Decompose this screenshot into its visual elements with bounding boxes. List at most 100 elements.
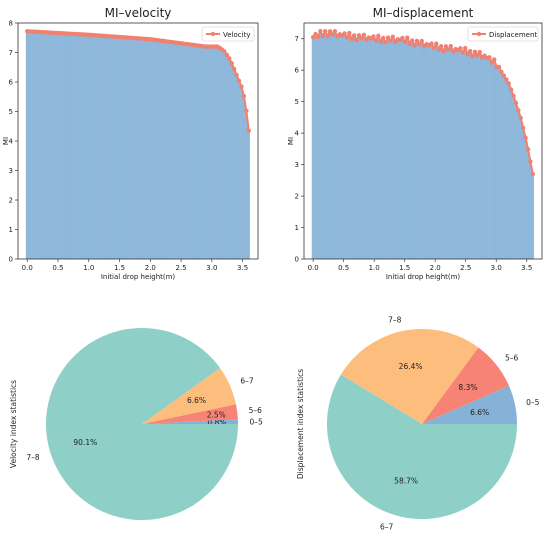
bar bbox=[162, 40, 165, 260]
data-point bbox=[414, 38, 420, 44]
y-tick-label: 3 bbox=[295, 161, 299, 169]
y-axis-label: MI bbox=[287, 137, 295, 145]
bar bbox=[449, 46, 452, 260]
data-point bbox=[315, 34, 321, 40]
data-point bbox=[436, 47, 441, 52]
bar bbox=[323, 31, 327, 260]
bar bbox=[338, 34, 341, 260]
data-point bbox=[378, 39, 383, 44]
bar bbox=[420, 40, 423, 260]
legend: Displacement bbox=[467, 26, 539, 42]
bar bbox=[230, 63, 233, 260]
bar bbox=[357, 35, 361, 260]
data-point bbox=[446, 47, 451, 52]
data-point bbox=[390, 34, 396, 40]
bar bbox=[333, 31, 336, 260]
data-point bbox=[499, 69, 504, 75]
data-point bbox=[525, 146, 531, 152]
data-point bbox=[528, 159, 533, 164]
data-point bbox=[506, 81, 511, 86]
x-tick-label: 3.0 bbox=[491, 264, 502, 272]
data-point bbox=[351, 33, 357, 38]
legend-label: Displacement bbox=[489, 31, 537, 39]
data-point bbox=[354, 37, 359, 43]
slice-percent: 6.6% bbox=[187, 396, 206, 405]
bar bbox=[174, 42, 177, 260]
legend: Velocity bbox=[201, 26, 255, 42]
bar bbox=[350, 38, 353, 260]
data-point bbox=[349, 36, 354, 42]
bar bbox=[485, 57, 489, 260]
bar bbox=[223, 51, 226, 260]
bar bbox=[374, 40, 377, 260]
bar bbox=[345, 37, 349, 260]
bar bbox=[526, 148, 530, 260]
bar bbox=[422, 46, 426, 260]
data-point bbox=[460, 50, 466, 55]
data-point bbox=[438, 44, 444, 49]
bar bbox=[74, 33, 77, 260]
bar bbox=[176, 42, 180, 260]
data-point bbox=[320, 33, 326, 39]
bar bbox=[135, 38, 138, 260]
bar bbox=[519, 117, 522, 260]
chart-title: MI–velocity bbox=[105, 6, 172, 20]
bar bbox=[94, 35, 97, 260]
bar bbox=[432, 47, 435, 260]
bar bbox=[30, 31, 34, 260]
bar bbox=[410, 40, 414, 260]
bar bbox=[517, 110, 520, 260]
y-tick-label: 0 bbox=[9, 256, 13, 264]
y-tick-label: 4 bbox=[295, 130, 300, 138]
bar bbox=[362, 34, 365, 260]
bar bbox=[321, 35, 324, 260]
bar bbox=[218, 47, 221, 260]
legend-box bbox=[467, 26, 539, 42]
data-point bbox=[342, 31, 347, 36]
data-point bbox=[434, 41, 439, 46]
bar bbox=[389, 40, 392, 260]
bar bbox=[463, 47, 467, 260]
data-point bbox=[234, 72, 239, 78]
data-point bbox=[472, 49, 478, 55]
pie-slice bbox=[45, 327, 238, 520]
pie-slice bbox=[422, 347, 509, 424]
bar bbox=[316, 36, 320, 260]
bar bbox=[232, 68, 236, 260]
bar bbox=[33, 31, 36, 260]
data-point bbox=[409, 38, 415, 43]
bar bbox=[444, 46, 447, 260]
data-point bbox=[467, 48, 473, 54]
bar bbox=[497, 66, 501, 260]
y-tick-label: 7 bbox=[295, 35, 299, 43]
bar bbox=[386, 37, 390, 260]
bar bbox=[396, 39, 399, 260]
bar bbox=[164, 41, 168, 260]
data-point bbox=[489, 60, 495, 65]
data-point bbox=[417, 42, 422, 47]
x-tick-label: 1.0 bbox=[83, 264, 94, 272]
data-point bbox=[463, 45, 468, 51]
bar bbox=[145, 38, 148, 260]
bar bbox=[430, 43, 433, 260]
bar bbox=[478, 51, 481, 260]
data-point bbox=[520, 125, 526, 131]
data-point bbox=[501, 73, 507, 78]
bar bbox=[113, 36, 116, 260]
bar bbox=[154, 39, 158, 260]
data-point bbox=[504, 77, 509, 82]
bar bbox=[55, 32, 58, 260]
bar bbox=[504, 79, 508, 260]
bar bbox=[203, 46, 207, 260]
bar bbox=[76, 34, 80, 260]
x-tick-label: 2.0 bbox=[430, 264, 441, 272]
bar bbox=[64, 33, 68, 260]
bar bbox=[456, 49, 460, 260]
y-tick-label: 4 bbox=[9, 138, 14, 146]
chart-0: MI–velocity 0.0 0.5 1.0 1.5 2.0 2.5 3.0 3.5 0 1 2 3 4… bbox=[2, 6, 259, 281]
data-point bbox=[523, 135, 528, 141]
bar bbox=[311, 37, 315, 260]
data-point bbox=[239, 84, 244, 89]
bar bbox=[69, 33, 73, 260]
bar bbox=[111, 36, 114, 260]
